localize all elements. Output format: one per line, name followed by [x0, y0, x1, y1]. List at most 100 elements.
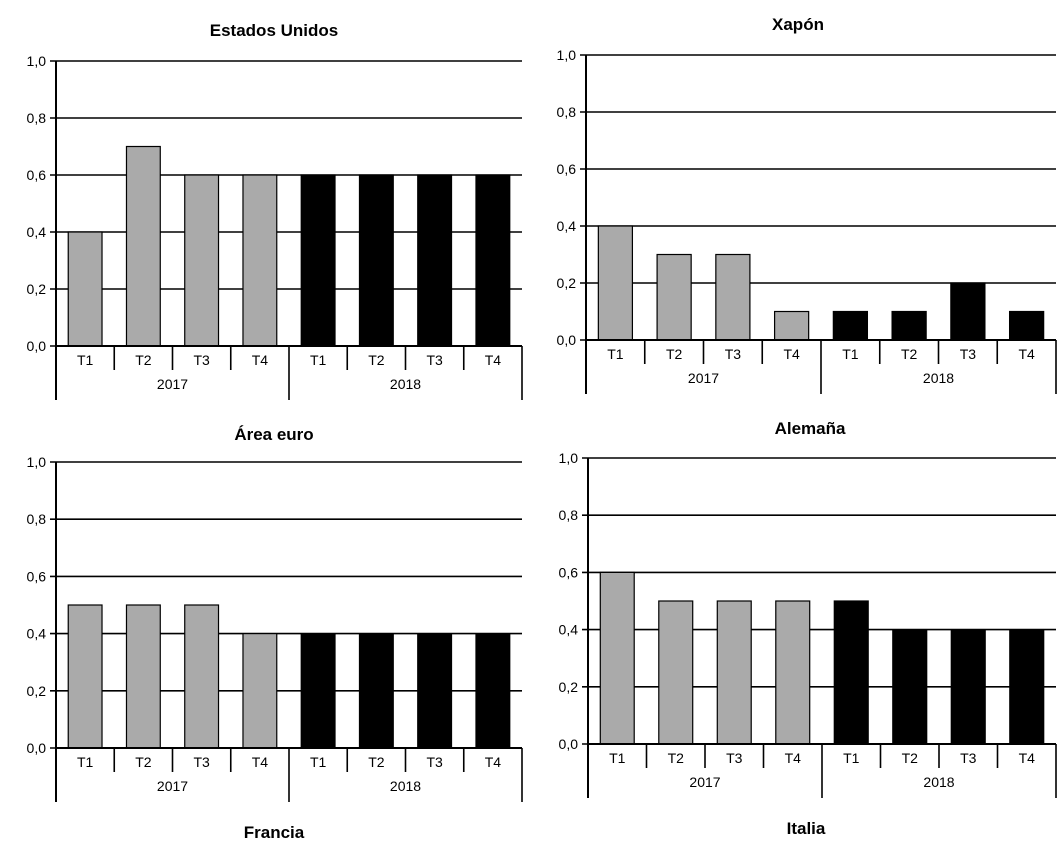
x-tick-label: T3 [725, 346, 742, 362]
x-tick-label: T1 [609, 750, 626, 766]
y-tick-label: 0,2 [27, 683, 47, 699]
bar [1008, 310, 1045, 341]
y-tick-label: 0,4 [557, 218, 577, 234]
x-tick-label: T4 [1018, 346, 1035, 362]
x-tick-label: T3 [193, 754, 210, 770]
x-tick-label: T4 [252, 352, 269, 368]
bar [417, 632, 453, 749]
bar [242, 632, 278, 749]
bar [597, 225, 634, 341]
x-tick-label: T2 [668, 750, 685, 766]
chart-panel-1: Xapón 0,0 0,2 0,4 0,6 0,8 1,0 T1 T2 T3 T4 T1 T2 T3 T4 2… [557, 15, 1057, 394]
y-tick-label: 0,6 [557, 161, 577, 177]
x-tick-label: T2 [368, 754, 385, 770]
y-tick-label: 0,8 [559, 507, 579, 523]
year-label: 2017 [688, 370, 719, 386]
year-label: 2017 [157, 778, 188, 794]
year-label: 2018 [923, 774, 954, 790]
bar [300, 632, 336, 749]
bar [832, 310, 869, 341]
x-tick-label: T3 [426, 352, 443, 368]
chart-title: Francia [244, 823, 305, 842]
x-tick-label: T3 [193, 352, 210, 368]
bar [67, 231, 103, 347]
y-tick-label: 0,2 [557, 275, 577, 291]
y-tick-label: 0,4 [559, 622, 579, 638]
chart-title: Estados Unidos [210, 21, 338, 40]
chart-panel-4: Francia [244, 823, 305, 842]
x-tick-label: T1 [607, 346, 624, 362]
y-tick-label: 0,8 [557, 104, 577, 120]
chart-title: Área euro [234, 425, 313, 444]
x-tick-label: T1 [310, 352, 327, 368]
y-tick-label: 1,0 [557, 47, 577, 63]
chart-title: Italia [787, 819, 826, 838]
y-tick-label: 0,8 [27, 110, 47, 126]
bar [125, 145, 161, 347]
x-tick-label: T2 [902, 750, 919, 766]
x-tick-label: T4 [485, 754, 502, 770]
y-tick-label: 0,0 [557, 332, 577, 348]
bar [599, 571, 635, 745]
bar [184, 174, 220, 347]
x-tick-label: T4 [785, 750, 802, 766]
chart-title: Alemaña [775, 419, 846, 438]
chart-panel-3: Alemaña 0,0 0,2 0,4 0,6 0,8 1,0 T1 T2 T3 T4 T1 T2 T3 T… [559, 419, 1057, 798]
chart-panel-2: Área euro 0,0 0,2 0,4 0,6 0,8 1,0 T1 T2 T3 T4 T1 T2 T… [27, 425, 523, 802]
bar [358, 632, 394, 749]
bar [656, 253, 692, 341]
year-label: 2017 [689, 774, 720, 790]
y-tick-label: 0,6 [27, 568, 47, 584]
bar [125, 604, 161, 749]
chart-panel-0: Estados Unidos 0,0 0,2 0,4 0,6 0,8 1,0 T1 T2 T3 T4… [27, 21, 523, 400]
y-tick-label: 0,4 [27, 626, 47, 642]
bar [892, 628, 928, 745]
y-tick-label: 1,0 [27, 454, 47, 470]
bar [775, 600, 811, 745]
bar [300, 174, 336, 347]
bar [950, 628, 986, 745]
year-label: 2017 [157, 376, 188, 392]
bar [475, 632, 511, 749]
y-tick-label: 0,6 [27, 167, 47, 183]
year-label: 2018 [390, 778, 421, 794]
x-tick-label: T2 [666, 346, 683, 362]
bar [417, 174, 453, 347]
y-tick-label: 0,6 [559, 564, 579, 580]
bar [715, 253, 751, 341]
bar [67, 604, 103, 749]
y-tick-label: 0,0 [27, 338, 47, 354]
chart-title: Xapón [772, 15, 824, 34]
y-tick-label: 0,2 [27, 281, 47, 297]
y-tick-label: 0,0 [27, 740, 47, 756]
x-tick-label: T1 [77, 352, 94, 368]
year-label: 2018 [390, 376, 421, 392]
x-tick-label: T1 [843, 750, 860, 766]
y-tick-label: 0,4 [27, 224, 47, 240]
bar [658, 600, 694, 745]
y-tick-label: 0,8 [27, 511, 47, 527]
bar [716, 600, 752, 745]
x-tick-label: T4 [485, 352, 502, 368]
x-tick-label: T4 [783, 346, 800, 362]
bar [773, 310, 810, 341]
x-tick-label: T2 [135, 754, 152, 770]
x-tick-label: T2 [368, 352, 385, 368]
y-tick-label: 0,2 [559, 679, 579, 695]
x-tick-label: T1 [842, 346, 859, 362]
x-tick-label: T1 [77, 754, 94, 770]
x-tick-label: T2 [901, 346, 918, 362]
chart-panel-5: Italia [787, 819, 826, 838]
bar [358, 174, 394, 347]
bar [1009, 628, 1045, 745]
x-tick-label: T4 [1019, 750, 1036, 766]
bar [242, 174, 278, 347]
x-tick-label: T3 [726, 750, 743, 766]
bar [184, 604, 220, 749]
bar [475, 174, 511, 347]
y-tick-label: 1,0 [559, 450, 579, 466]
year-label: 2018 [923, 370, 954, 386]
bar [833, 600, 869, 745]
